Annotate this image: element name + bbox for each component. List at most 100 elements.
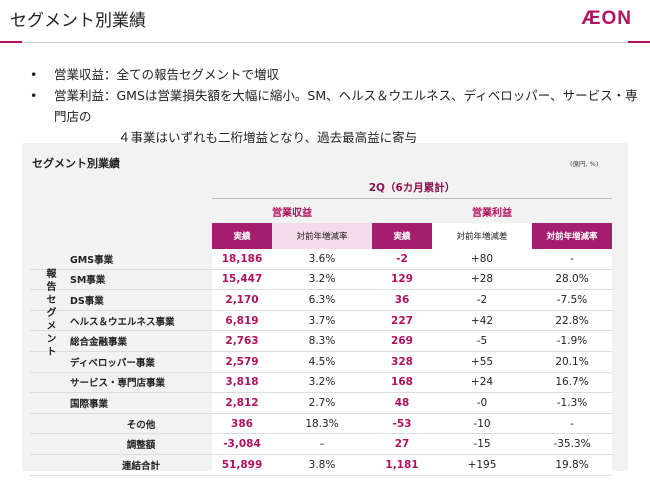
cell: 27 <box>372 433 432 455</box>
segment-table: 2Q（6カ月累計） 営業収益 営業利益 実績 対前年増減率 実績 対前年増減差 対前年増減率 G… <box>30 176 612 476</box>
group-header: 営業収益 <box>272 207 312 219</box>
cell: -10 <box>432 413 532 435</box>
cell: 129 <box>372 269 432 291</box>
bullet-line: 営業利益：GMSは営業損失額を大幅に縮小。SM、ヘルス＆ウエルネス、ディベロッパ… <box>30 85 650 127</box>
logo: ÆON <box>581 8 632 29</box>
row-label: SM事業 <box>30 269 212 291</box>
cell: -1.9% <box>532 330 612 352</box>
cell: 16.7% <box>532 372 612 394</box>
column-header: 実績 <box>212 223 272 249</box>
row-label: ディベロッパー事業 <box>30 351 212 373</box>
cell: -5 <box>432 330 532 352</box>
cell: 15,447 <box>212 269 272 291</box>
group-row: 営業収益 営業利益 <box>30 199 612 224</box>
side-label: 報告セグメント <box>44 268 55 359</box>
cell: -3,084 <box>212 433 272 455</box>
cell: 8.3% <box>272 330 372 352</box>
cell: -0 <box>432 392 532 414</box>
blank-cell <box>30 223 212 249</box>
cell: 18.3% <box>272 413 372 435</box>
column-header-row: 実績 対前年増減率 実績 対前年増減差 対前年増減率 <box>30 223 612 249</box>
cell: 3.2% <box>272 269 372 291</box>
cell: 168 <box>372 372 432 394</box>
table-row: ディベロッパー事業 2,579 4.5% 328 +55 20.1% <box>30 351 612 373</box>
cell: -2 <box>432 289 532 311</box>
cell: -35.3% <box>532 433 612 455</box>
row-label: ヘルス＆ウエルネス事業 <box>30 310 212 332</box>
cell: 269 <box>372 330 432 352</box>
table-row: GMS事業 18,186 3.6% -2 +80- <box>30 249 612 270</box>
cell: 3,818 <box>212 372 272 394</box>
cell: +195 <box>432 454 532 476</box>
divider <box>0 42 650 43</box>
cell: 19.8% <box>532 454 612 476</box>
cell: 2,763 <box>212 330 272 352</box>
column-header: 対前年増減差 <box>432 223 532 249</box>
cell: 2,812 <box>212 392 272 414</box>
table-row: サービス・専門店事業 3,818 3.2% 168 +24 16.7% <box>30 372 612 394</box>
group-header: 営業利益 <box>472 207 512 219</box>
row-label: DS事業 <box>30 289 212 311</box>
cell: 6,819 <box>212 310 272 332</box>
cell: +28 <box>432 269 532 291</box>
cell: – <box>272 433 372 455</box>
cell: -15 <box>432 433 532 455</box>
row-label: 調整額 <box>30 433 212 455</box>
cell: 28.0% <box>532 269 612 291</box>
cell: 2.7% <box>272 392 372 414</box>
cell: 20.1% <box>532 351 612 373</box>
table-row: 総合金融事業 2,763 8.3% 269 -5 -1.9% <box>30 330 612 352</box>
cell: - <box>532 413 612 435</box>
cell: 18,186 <box>212 249 272 270</box>
blank-cell <box>30 199 212 224</box>
cell: -2 <box>372 249 432 270</box>
cell: -7.5% <box>532 289 612 311</box>
row-label: その他 <box>30 413 212 435</box>
row-label: 総合金融事業 <box>30 330 212 352</box>
cell: 2,170 <box>212 289 272 311</box>
bullet-list: 営業収益：全ての報告セグメントで増収営業利益：GMSは営業損失額を大幅に縮小。S… <box>30 64 650 148</box>
column-header: 対前年増減率 <box>272 223 372 249</box>
blank-cell <box>30 176 212 199</box>
cell: 3.8% <box>272 454 372 476</box>
cell: 386 <box>212 413 272 435</box>
column-header: 実績 <box>372 223 432 249</box>
table-row: 調整額 -3,084–27 -15 -35.3% <box>30 433 612 455</box>
table-row: SM事業 15,447 3.2% 129 +28 28.0% <box>30 269 612 291</box>
divider-accent <box>0 41 22 43</box>
period-header: 2Q（6カ月累計） <box>212 176 612 199</box>
cell: 3.2% <box>272 372 372 394</box>
cell: 22.8% <box>532 310 612 332</box>
table-title: セグメント別業績 <box>32 157 120 170</box>
cell: +24 <box>432 372 532 394</box>
cell: +55 <box>432 351 532 373</box>
unit-label: (億円, %) <box>570 160 599 168</box>
cell: 6.3% <box>272 289 372 311</box>
table-row: 連結合計 51,899 3.8% 1,181 +195 19.8% <box>30 454 612 476</box>
cell: - <box>532 249 612 270</box>
cell: 1,181 <box>372 454 432 476</box>
cell: -1.3% <box>532 392 612 414</box>
row-label: サービス・専門店事業 <box>30 372 212 394</box>
cell: 51,899 <box>212 454 272 476</box>
cell: 328 <box>372 351 432 373</box>
cell: +80 <box>432 249 532 270</box>
row-label: GMS事業 <box>30 249 212 270</box>
divider-accent <box>628 41 650 43</box>
cell: 36 <box>372 289 432 311</box>
bullet-line: 営業収益：全ての報告セグメントで増収 <box>30 64 650 85</box>
period-row: 2Q（6カ月累計） <box>30 176 612 199</box>
table-row: その他 386 18.3% -53 -10- <box>30 413 612 435</box>
table-row: ヘルス＆ウエルネス事業 6,819 3.7% 227 +42 22.8% <box>30 310 612 332</box>
cell: 4.5% <box>272 351 372 373</box>
cell: 3.6% <box>272 249 372 270</box>
bullet-line: ４事業はいずれも二桁増益となり、過去最高益に寄与 <box>118 130 418 145</box>
row-label: 国際事業 <box>30 392 212 414</box>
title: セグメント別業績 <box>10 11 146 31</box>
table-row: DS事業 2,170 6.3% 36 -2 -7.5% <box>30 289 612 311</box>
cell: +42 <box>432 310 532 332</box>
row-label: 連結合計 <box>30 454 212 476</box>
table-row: 国際事業 2,812 2.7% 48 -0 -1.3% <box>30 392 612 414</box>
cell: 227 <box>372 310 432 332</box>
